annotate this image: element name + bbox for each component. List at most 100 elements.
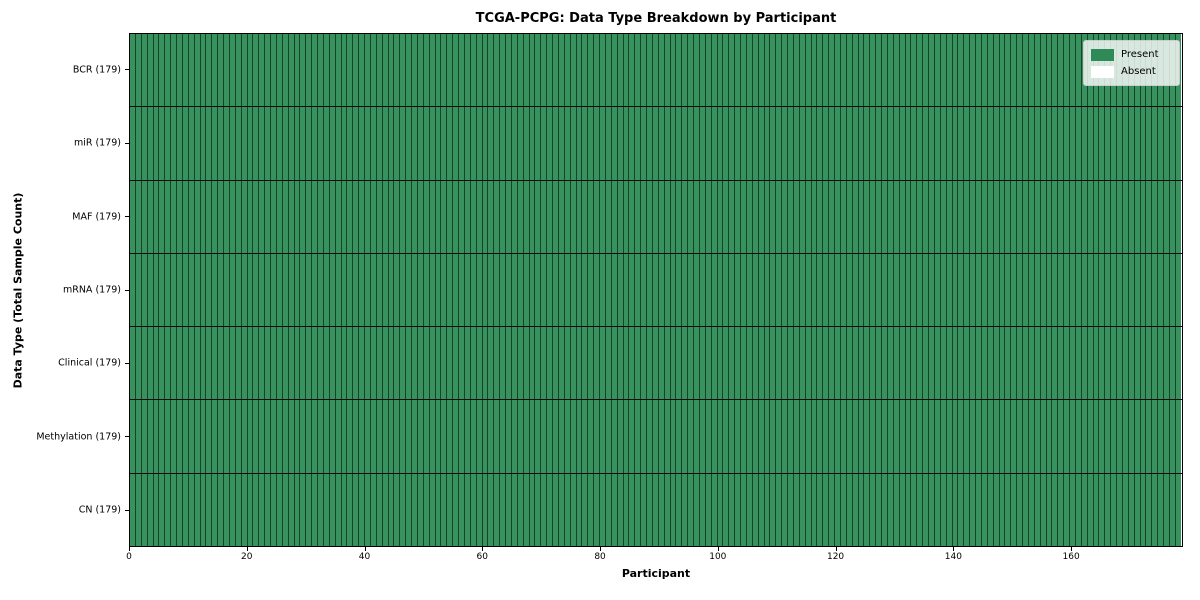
heatmap-cell (1063, 327, 1069, 400)
heatmap-cell (810, 34, 817, 107)
heatmap-cell (851, 180, 858, 253)
heatmap-cell (1121, 327, 1128, 400)
heatmap-cell (1127, 107, 1134, 180)
heatmap-cell (375, 400, 382, 473)
heatmap-cell (234, 473, 241, 546)
heatmap-cell (1063, 253, 1069, 327)
heatmap-cell (740, 253, 746, 327)
heatmap-cell (281, 327, 288, 400)
heatmap-cell (599, 180, 605, 253)
heatmap-cell (1074, 107, 1081, 180)
heatmap-cell (992, 180, 999, 253)
heatmap-cell (516, 253, 523, 327)
heatmap-cell (657, 180, 664, 253)
heatmap-cell (540, 107, 547, 180)
heatmap-cell (522, 400, 529, 473)
heatmap-cell (328, 327, 335, 400)
heatmap-cell (904, 34, 911, 107)
heatmap-cell (193, 253, 200, 327)
heatmap-cell (1121, 107, 1128, 180)
heatmap-cell (176, 253, 182, 327)
x-axis-label: Participant (621, 567, 691, 580)
heatmap-cell (516, 180, 523, 253)
heatmap-cell (405, 473, 411, 546)
heatmap-cell (728, 34, 735, 107)
heatmap-cell (469, 107, 476, 180)
heatmap-cell (916, 327, 923, 400)
heatmap-cell (1010, 400, 1017, 473)
heatmap-cell (428, 180, 435, 253)
heatmap-cell (951, 107, 958, 180)
heatmap-cell (287, 253, 294, 327)
heatmap-cell (428, 473, 435, 546)
heatmap-cell (1116, 180, 1122, 253)
heatmap-cell (299, 400, 306, 473)
heatmap-cell (599, 327, 605, 400)
heatmap-cell (516, 107, 523, 180)
heatmap-cell (305, 253, 312, 327)
heatmap-cell (505, 107, 511, 180)
heatmap-cell (1027, 473, 1034, 546)
heatmap-cell (352, 180, 359, 253)
heatmap-cell (775, 473, 782, 546)
heatmap-cell (769, 400, 776, 473)
heatmap-cell (933, 34, 940, 107)
heatmap-cell (181, 253, 188, 327)
heatmap-cell (411, 400, 417, 473)
heatmap-cell (939, 34, 946, 107)
heatmap-cell (822, 107, 829, 180)
heatmap-cell (364, 400, 370, 473)
heatmap-cell (487, 107, 494, 180)
heatmap-cell (593, 400, 599, 473)
heatmap-cell (158, 253, 165, 327)
heatmap-cell (969, 180, 975, 253)
heatmap-cell (158, 180, 165, 253)
heatmap-cell (381, 327, 388, 400)
heatmap-cell (875, 400, 881, 473)
heatmap-cell (769, 180, 776, 253)
heatmap-cell (358, 473, 364, 546)
heatmap-cell (957, 180, 964, 253)
heatmap-cell (998, 327, 1005, 400)
heatmap-cell (393, 400, 400, 473)
heatmap-cell (146, 327, 153, 400)
heatmap-cell (552, 327, 558, 400)
y-tick-mark (125, 362, 129, 364)
heatmap-cell (775, 327, 782, 400)
heatmap-cell (928, 473, 934, 546)
heatmap-cell (886, 327, 893, 400)
heatmap-cell (998, 107, 1005, 180)
heatmap-cell (957, 400, 964, 473)
heatmap-cell (334, 253, 341, 327)
heatmap-cell (969, 400, 975, 473)
heatmap-cell (992, 253, 999, 327)
heatmap-cell (134, 180, 141, 253)
heatmap-cell (816, 473, 823, 546)
y-tick-label: BCR (179) (72, 64, 121, 76)
heatmap-cell (140, 34, 147, 107)
heatmap-cell (1039, 180, 1046, 253)
heatmap-cell (270, 400, 276, 473)
heatmap-cell (986, 473, 993, 546)
heatmap-cell (845, 180, 852, 253)
heatmap-cell (1110, 327, 1116, 400)
heatmap-cell (675, 473, 682, 546)
heatmap-cell (575, 473, 582, 546)
heatmap-cell (1121, 253, 1128, 327)
heatmap-cell (205, 180, 212, 253)
heatmap-cell (1080, 107, 1087, 180)
heatmap-cell (610, 107, 617, 180)
heatmap-cell (992, 400, 999, 473)
heatmap-cell (563, 253, 570, 327)
heatmap-cell (687, 473, 693, 546)
heatmap-cell (223, 180, 229, 253)
heatmap-cell (534, 34, 541, 107)
heatmap-cell (299, 327, 306, 400)
heatmap-cell (622, 34, 629, 107)
heatmap-cell (134, 253, 141, 327)
heatmap-cell (146, 34, 153, 107)
heatmap-row (130, 179, 1182, 253)
heatmap-cell (1069, 180, 1075, 253)
heatmap-cell (604, 180, 611, 253)
heatmap-cell (1063, 400, 1069, 473)
